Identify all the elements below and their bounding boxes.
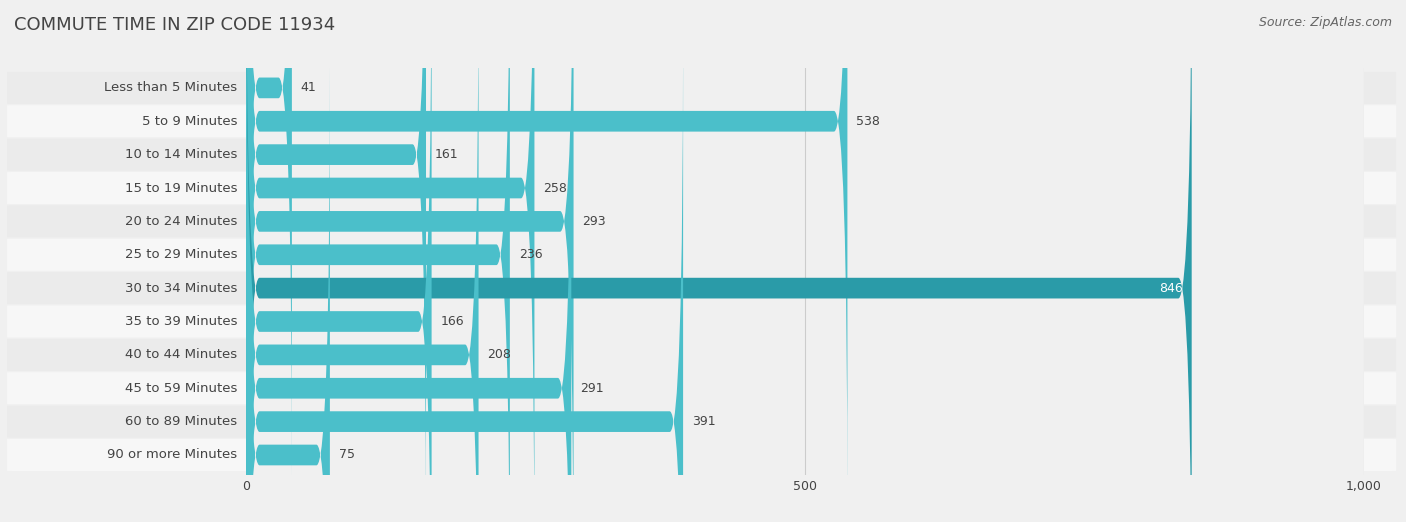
FancyBboxPatch shape bbox=[246, 0, 571, 522]
FancyBboxPatch shape bbox=[246, 31, 683, 522]
FancyBboxPatch shape bbox=[246, 0, 848, 512]
Text: Less than 5 Minutes: Less than 5 Minutes bbox=[104, 81, 238, 94]
FancyBboxPatch shape bbox=[246, 0, 510, 522]
FancyBboxPatch shape bbox=[246, 0, 534, 522]
Text: 45 to 59 Minutes: 45 to 59 Minutes bbox=[125, 382, 238, 395]
Text: 90 or more Minutes: 90 or more Minutes bbox=[107, 448, 238, 461]
Text: 236: 236 bbox=[519, 248, 543, 261]
Text: 15 to 19 Minutes: 15 to 19 Minutes bbox=[125, 182, 238, 195]
Text: 5 to 9 Minutes: 5 to 9 Minutes bbox=[142, 115, 238, 128]
FancyBboxPatch shape bbox=[246, 0, 574, 522]
Text: Source: ZipAtlas.com: Source: ZipAtlas.com bbox=[1258, 16, 1392, 29]
Text: 161: 161 bbox=[434, 148, 458, 161]
Text: 391: 391 bbox=[692, 415, 716, 428]
FancyBboxPatch shape bbox=[246, 0, 426, 522]
FancyBboxPatch shape bbox=[246, 0, 432, 522]
Text: 20 to 24 Minutes: 20 to 24 Minutes bbox=[125, 215, 238, 228]
Text: 538: 538 bbox=[856, 115, 880, 128]
Text: 75: 75 bbox=[339, 448, 354, 461]
Text: 291: 291 bbox=[581, 382, 605, 395]
Text: 40 to 44 Minutes: 40 to 44 Minutes bbox=[125, 348, 238, 361]
Text: 10 to 14 Minutes: 10 to 14 Minutes bbox=[125, 148, 238, 161]
Text: 846: 846 bbox=[1159, 282, 1182, 294]
FancyBboxPatch shape bbox=[246, 0, 292, 478]
Text: 208: 208 bbox=[488, 348, 512, 361]
FancyBboxPatch shape bbox=[246, 0, 478, 522]
Text: 35 to 39 Minutes: 35 to 39 Minutes bbox=[125, 315, 238, 328]
Text: 166: 166 bbox=[440, 315, 464, 328]
Text: 293: 293 bbox=[582, 215, 606, 228]
Text: 25 to 29 Minutes: 25 to 29 Minutes bbox=[125, 248, 238, 261]
Text: 60 to 89 Minutes: 60 to 89 Minutes bbox=[125, 415, 238, 428]
Text: 258: 258 bbox=[543, 182, 567, 195]
Text: COMMUTE TIME IN ZIP CODE 11934: COMMUTE TIME IN ZIP CODE 11934 bbox=[14, 16, 335, 33]
Text: 30 to 34 Minutes: 30 to 34 Minutes bbox=[125, 282, 238, 294]
FancyBboxPatch shape bbox=[246, 65, 330, 522]
Text: 41: 41 bbox=[301, 81, 316, 94]
FancyBboxPatch shape bbox=[246, 0, 1192, 522]
